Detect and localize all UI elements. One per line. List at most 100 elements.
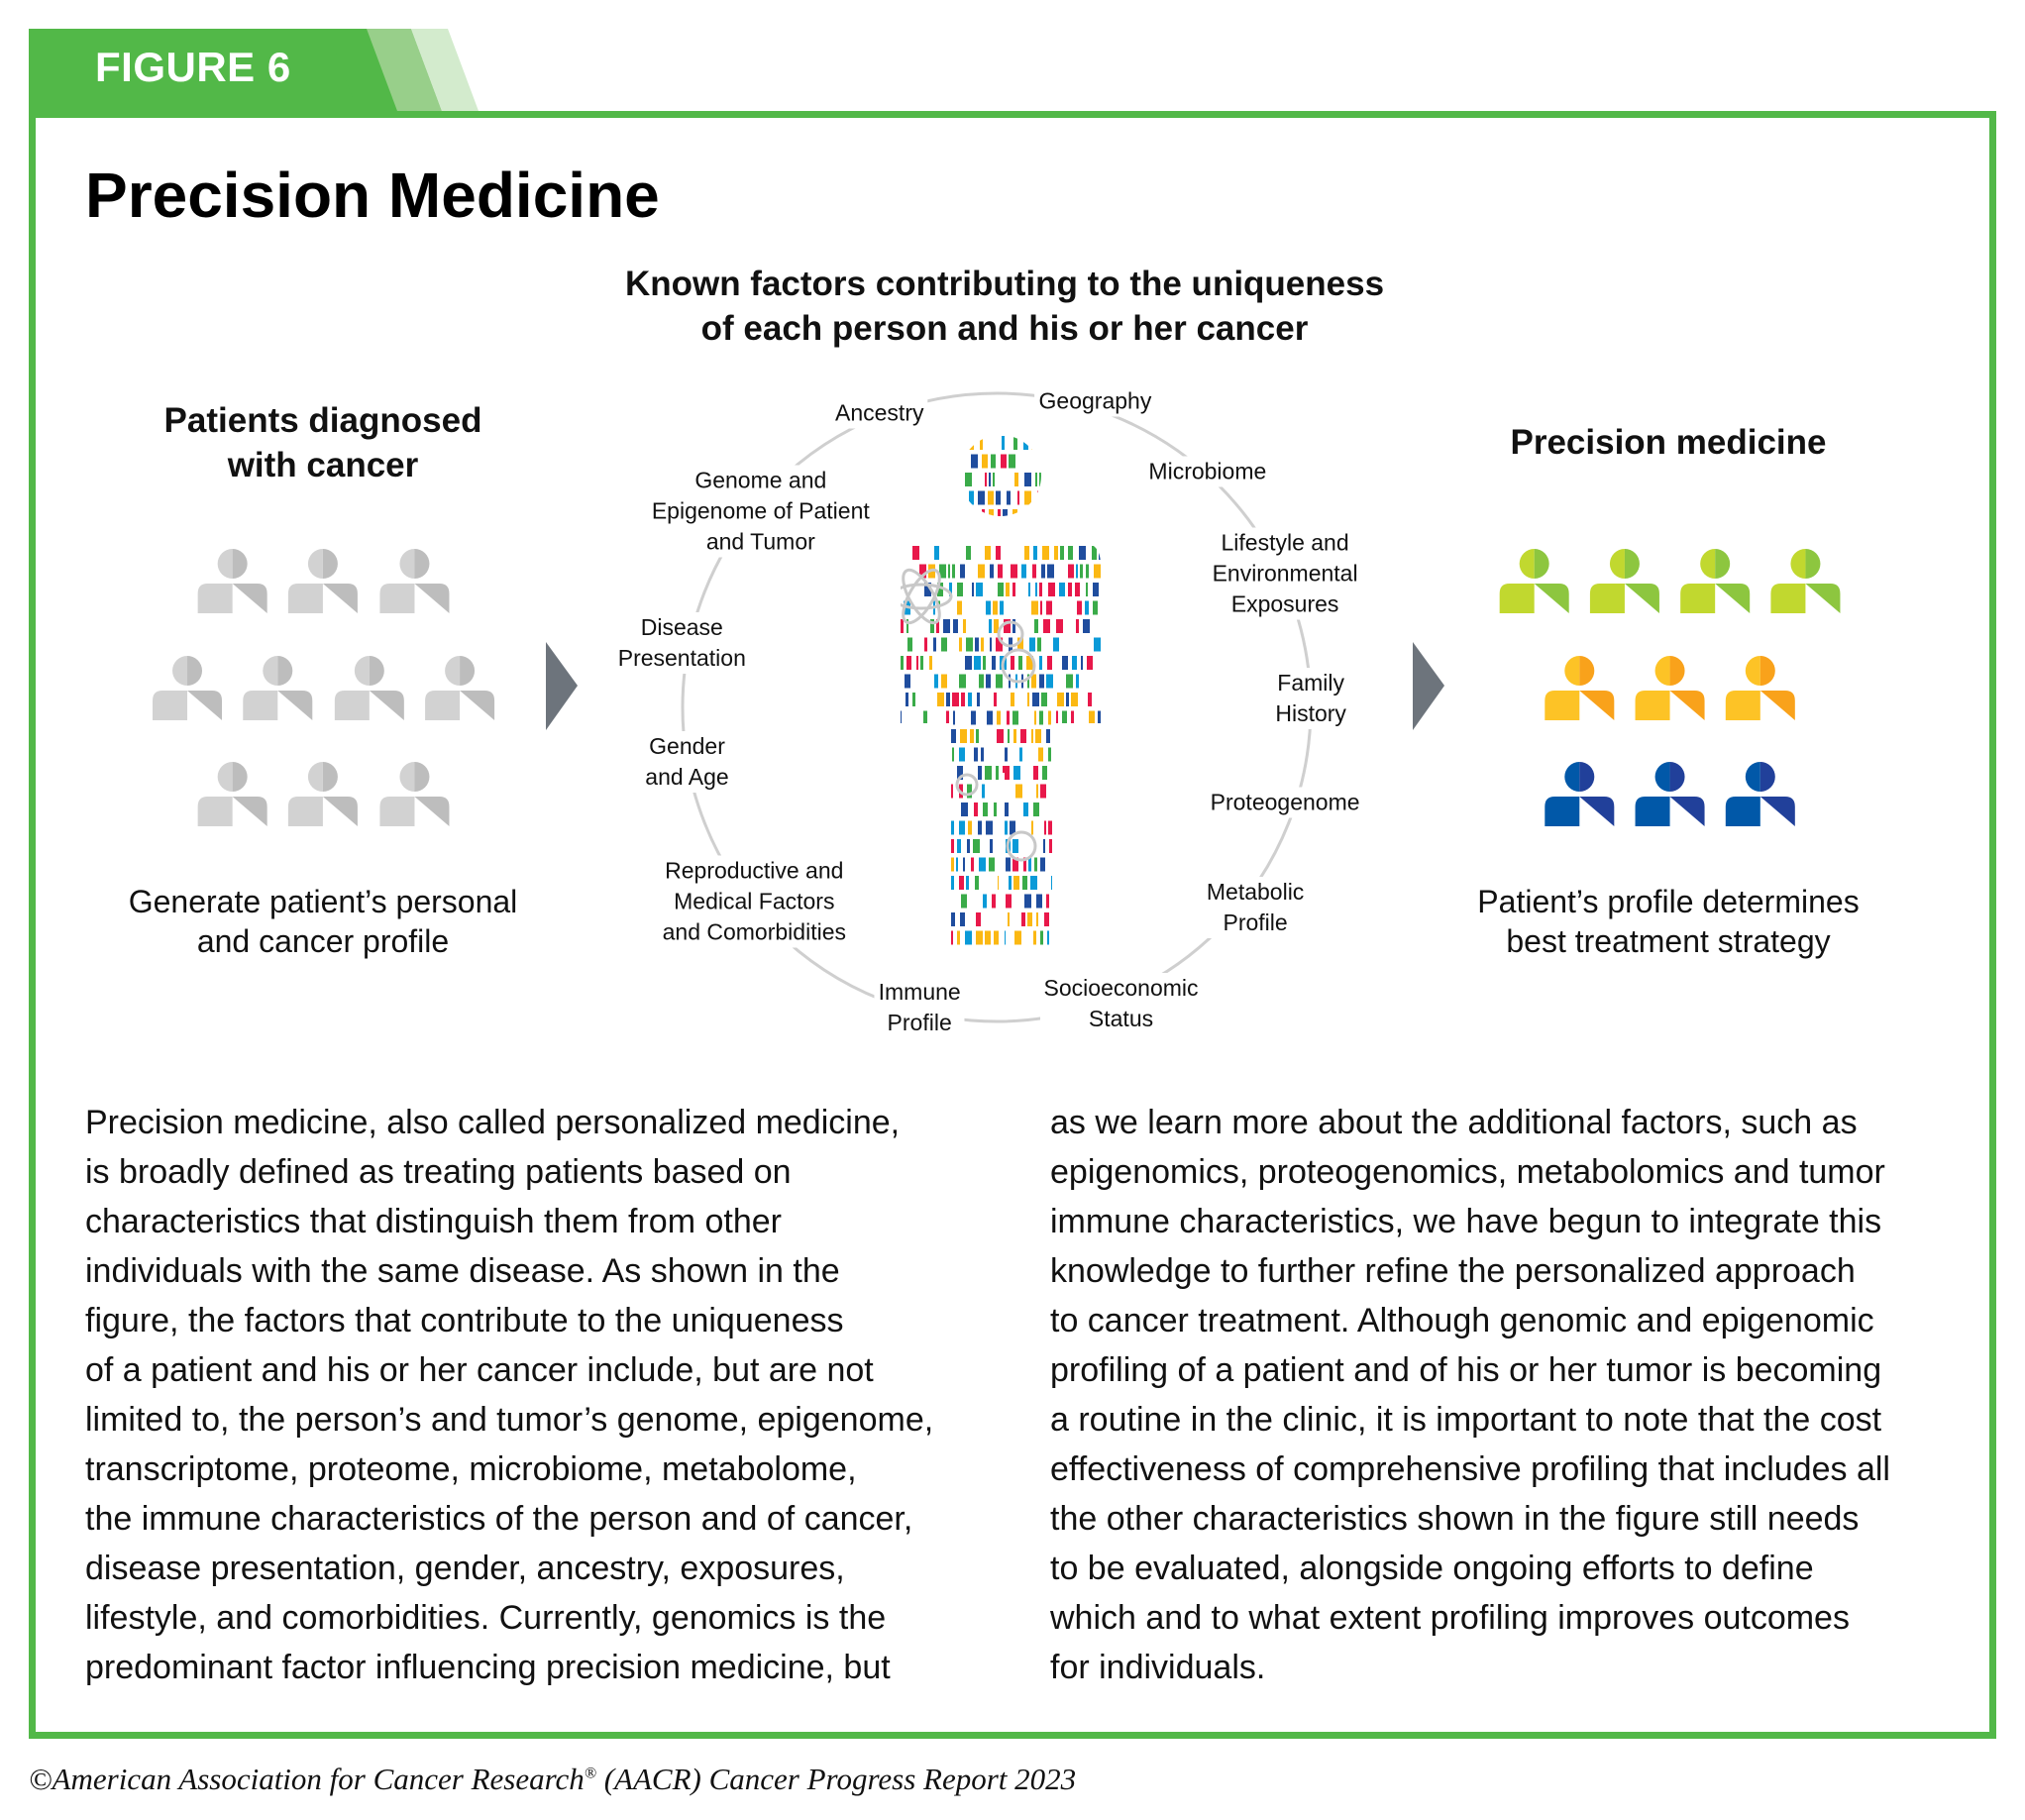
caption-line: best treatment strategy (1506, 923, 1831, 959)
dna-bar (1091, 747, 1095, 762)
dna-bar (897, 839, 899, 853)
dna-bar (1068, 564, 1074, 579)
factor-label-line: Profile (887, 1009, 952, 1035)
dna-bar (965, 930, 972, 945)
dna-bar (1088, 876, 1092, 890)
dna-bar (956, 454, 958, 469)
dna-bar (1071, 527, 1073, 542)
person-icon (1725, 762, 1795, 826)
dna-bar (1092, 546, 1097, 560)
dna-bar (1063, 729, 1068, 743)
dna-bar (901, 747, 902, 762)
dna-bar (919, 564, 926, 579)
dna-bar (1007, 490, 1011, 505)
person-icon (287, 549, 358, 613)
dna-bar (916, 656, 918, 670)
factor-label-ancestry: Ancestry (831, 397, 928, 429)
dna-bar (998, 583, 1004, 596)
body-text-line: the other characteristics shown in the f… (1050, 1500, 1860, 1538)
factor-label-gender-age: Gender and Age (641, 731, 733, 794)
dna-bar (976, 527, 979, 542)
dna-bar (1090, 473, 1095, 486)
dna-bar (990, 839, 993, 853)
dna-bar (920, 930, 925, 945)
dna-bar (1037, 637, 1041, 652)
dna-bar (927, 436, 930, 450)
dna-bar (967, 436, 974, 450)
dna-bar (1017, 637, 1023, 652)
dna-bar (1077, 600, 1082, 615)
dna-bar (1069, 509, 1071, 523)
dna-bar (897, 675, 901, 689)
person-icon (1680, 549, 1751, 613)
body-text-line: a routine in the clinic, it is important… (1050, 1401, 1882, 1439)
dna-bar (1040, 784, 1046, 799)
arrow-right-icon (546, 642, 578, 730)
dna-bar (948, 912, 955, 926)
dna-bar (982, 509, 985, 523)
dna-bar (998, 509, 1001, 523)
factor-label-socioeconomic: Socioeconomic Status (1039, 972, 1203, 1034)
dna-bar (965, 656, 972, 670)
dna-bar (905, 949, 909, 963)
dna-bar (1095, 894, 1101, 909)
dna-bar (996, 490, 1001, 505)
dna-bar (1074, 820, 1078, 835)
person-icon (1770, 549, 1841, 613)
dna-bar (988, 490, 994, 505)
dna-bar (1028, 583, 1030, 596)
dna-bar (901, 490, 902, 505)
dna-bar (1012, 509, 1017, 523)
dna-bar (1054, 930, 1060, 945)
dna-bar (948, 564, 950, 579)
dna-bar (1030, 876, 1037, 890)
dna-bar (903, 857, 906, 872)
dna-bar (1054, 546, 1058, 560)
dna-bar (1053, 894, 1056, 909)
dna-bar (935, 803, 942, 816)
dna-bar (993, 600, 998, 615)
dna-bar (949, 876, 954, 890)
factor-label-proteogenome: Proteogenome (1206, 787, 1364, 818)
factor-label-line: Gender (649, 733, 725, 760)
dna-bar (1062, 839, 1069, 853)
dna-bar (1079, 546, 1086, 560)
dna-bar (1067, 436, 1073, 450)
dna-bar (1066, 674, 1073, 689)
factor-label-lifestyle: Lifestyle and Environmental Exposures (1208, 527, 1362, 620)
dna-bar (1041, 527, 1044, 542)
dna-bar (933, 930, 935, 945)
dna-bar (920, 454, 926, 469)
dna-bar (1059, 894, 1063, 909)
dna-bar (1059, 949, 1061, 963)
dna-bar (905, 930, 909, 945)
dna-bar (1031, 674, 1036, 689)
dna-bar (1019, 747, 1022, 762)
dna-bar (929, 656, 932, 670)
dna-bar (1009, 674, 1011, 689)
body-text-line: to cancer treatment. Although genomic an… (1050, 1302, 1874, 1339)
dna-bar (1046, 729, 1050, 743)
dna-bar (979, 674, 984, 689)
dna-bar (1067, 876, 1074, 890)
dna-bar (1099, 454, 1101, 469)
dna-bar (1092, 490, 1097, 505)
caption-line: Generate patient’s personal (128, 884, 518, 919)
body-text-line: Precision medicine, also called personal… (85, 1104, 901, 1141)
dna-bar (1033, 546, 1037, 560)
dna-bar (1006, 857, 1011, 872)
factor-label-line: Genome and (694, 467, 827, 493)
dna-bar (1035, 583, 1037, 596)
dna-bar (925, 894, 931, 909)
dna-bar (901, 894, 903, 909)
dna-bar (1089, 710, 1095, 725)
dna-bar (941, 637, 947, 652)
dna-bar (1056, 710, 1058, 725)
person-icon (334, 656, 404, 720)
dna-bar (983, 527, 989, 542)
dna-bar (937, 583, 943, 596)
dna-bar (1095, 876, 1101, 890)
dna-bar (1063, 509, 1067, 523)
dna-bar (1068, 546, 1073, 560)
dna-bar (933, 820, 935, 835)
